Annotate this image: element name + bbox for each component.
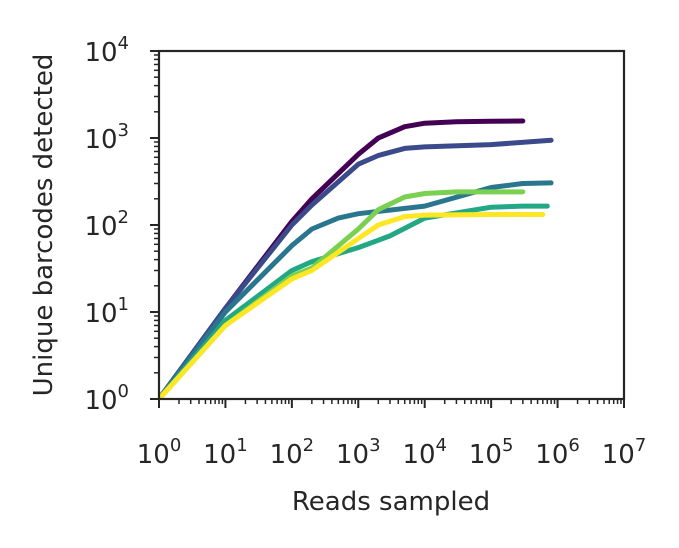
- y-axis-label: Unique barcodes detected: [29, 54, 59, 397]
- x-tick-label: 107: [602, 435, 647, 470]
- y-tick-label: 102: [84, 207, 129, 242]
- axes-layer: 100 101 102 103 104 105 106 107 100 101 102 103 104: [84, 33, 646, 470]
- y-tick-label: 104: [84, 33, 129, 68]
- series-line-4: [159, 203, 550, 399]
- x-tick-label: 105: [469, 435, 514, 470]
- y-tick-label: 100: [84, 381, 129, 416]
- series-line-2: [159, 137, 554, 399]
- plot-frame: [157, 49, 626, 401]
- series-line-6: [159, 212, 546, 399]
- series-line-5: [159, 189, 526, 399]
- y-tick-label: 103: [84, 120, 129, 155]
- x-tick-label: 102: [270, 435, 315, 470]
- series-line-3: [159, 180, 554, 399]
- x-tick-label: 101: [203, 435, 248, 470]
- x-tick-label: 106: [535, 435, 580, 470]
- y-tick-label: 101: [84, 294, 129, 329]
- x-axis-label: Reads sampled: [292, 487, 490, 517]
- x-tick-label: 104: [402, 435, 447, 470]
- x-tick-label: 103: [336, 435, 381, 470]
- x-tick-label: 100: [137, 435, 182, 470]
- series-layer: [159, 118, 554, 399]
- series-line-1: [159, 118, 526, 399]
